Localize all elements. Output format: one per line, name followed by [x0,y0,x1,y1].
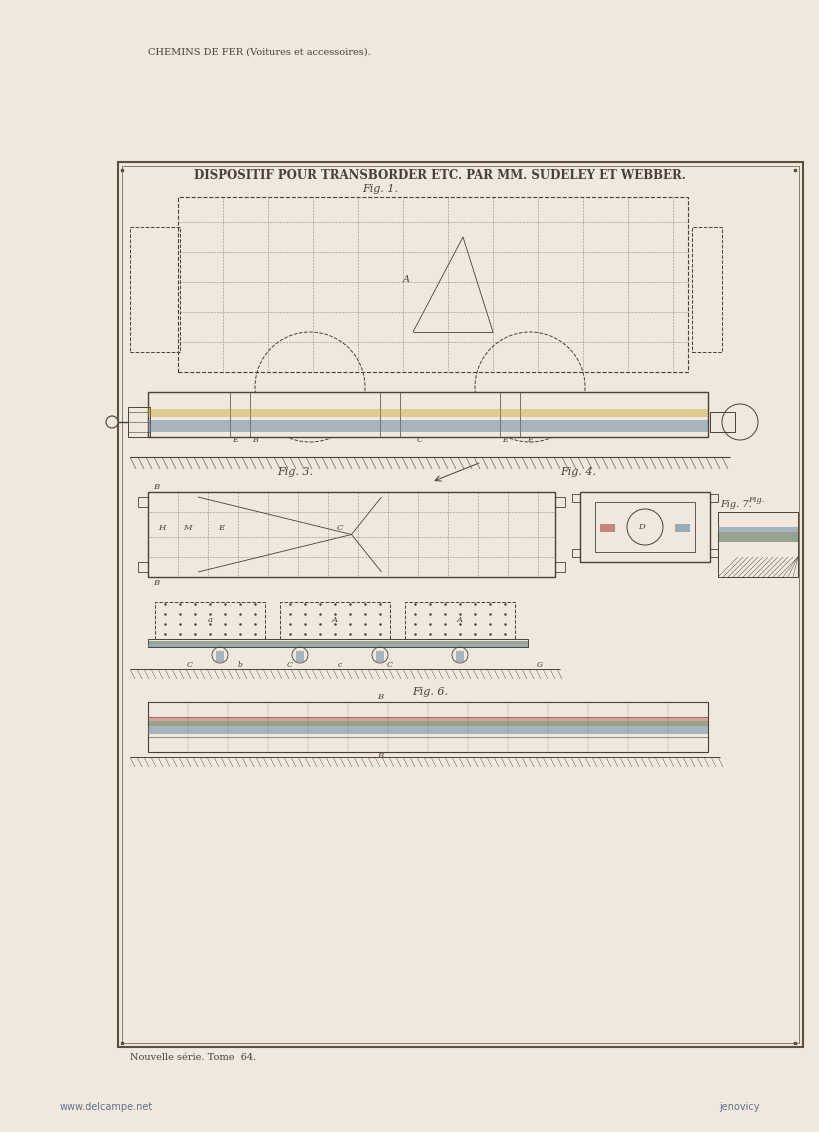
Text: c: c [337,661,342,669]
Text: Fig. 6.: Fig. 6. [411,687,447,697]
Bar [554,497,564,507]
Bar [717,528,797,532]
Bar [147,409,707,417]
Text: Fig. 1.: Fig. 1. [361,185,397,194]
Text: DISPOSITIF POUR TRANSBORDER ETC. PAR MM. SUDELEY ET WEBBER.: DISPOSITIF POUR TRANSBORDER ETC. PAR MM.… [194,169,686,182]
Bar [147,721,707,726]
Circle shape [106,415,118,428]
Text: C: C [417,436,423,444]
Text: A: A [456,616,463,624]
Bar [709,412,734,432]
Text: CHEMINS DE FER (Voitures et accessoires).: CHEMINS DE FER (Voitures et accessoires)… [147,48,370,57]
Text: F: F [527,436,532,444]
Bar [709,549,717,557]
Bar [147,420,707,432]
Text: B: B [377,752,382,760]
Bar [405,602,514,642]
Text: Fig. 7.: Fig. 7. [719,500,751,509]
Bar [455,651,464,662]
Bar [572,549,579,557]
Bar [279,602,390,642]
Bar [595,501,695,552]
Text: B: B [252,436,257,444]
Bar [717,512,797,577]
Bar [147,726,707,734]
Text: Nouvelle série. Tome  64.: Nouvelle série. Tome 64. [130,1053,256,1062]
Text: jenovicy: jenovicy [718,1101,759,1112]
Bar [147,638,527,648]
Text: B: B [153,578,159,588]
Bar [147,492,554,577]
Text: A: A [332,616,337,624]
Text: Fig. 4.: Fig. 4. [559,468,595,477]
Text: C: C [187,661,192,669]
Text: C: C [287,661,292,669]
Text: A: A [402,275,410,284]
Text: H: H [158,523,165,532]
Bar [130,228,180,352]
Text: Fig. 3.: Fig. 3. [277,468,313,477]
Text: E: E [232,436,238,444]
Text: D: D [638,523,645,531]
Bar [155,602,265,642]
Bar [147,392,707,437]
Bar [717,532,797,542]
Bar [579,492,709,561]
Text: B: B [153,483,159,491]
Text: C: C [336,523,342,532]
Bar [138,561,147,572]
Bar [572,494,579,501]
Text: E: E [218,523,224,532]
Bar [147,644,527,648]
Bar [376,651,383,662]
Bar [138,497,147,507]
Text: www.delcampe.net: www.delcampe.net [60,1101,153,1112]
Text: E: E [501,436,507,444]
Bar [122,166,798,1043]
Bar [709,494,717,501]
Text: B: B [377,693,382,701]
Bar [128,408,150,437]
Bar [554,561,564,572]
Text: Fig.: Fig. [747,496,763,504]
Text: M: M [183,523,192,532]
Bar [147,641,527,644]
Bar [296,651,304,662]
Bar [215,651,224,662]
Text: b: b [238,661,242,669]
Bar [674,524,689,532]
Bar [147,717,707,721]
Text: G: G [536,661,542,669]
Bar [691,228,721,352]
Text: a: a [207,616,212,624]
Bar [147,702,707,752]
Bar [178,197,687,372]
Text: C: C [387,661,392,669]
Bar [118,162,802,1047]
Bar [600,524,614,532]
